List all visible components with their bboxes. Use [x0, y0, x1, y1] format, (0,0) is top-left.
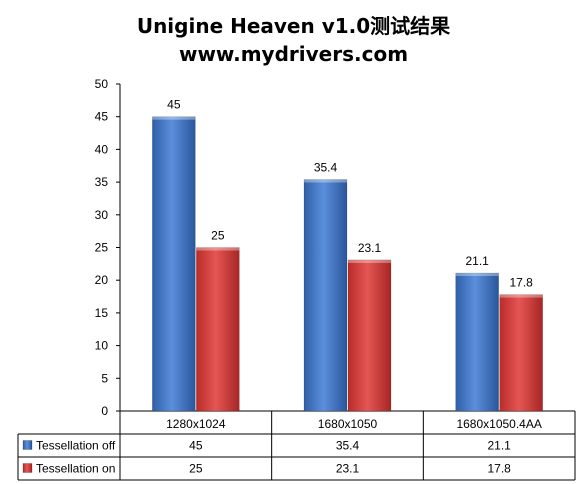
plot-area: 0 5 10 15 20 25 30 35 40 45 50 45 25 35.4 23.1 21.1 17.8: [95, 77, 575, 418]
y-tick-label: 25: [95, 241, 109, 255]
table-cell: 21.1: [487, 439, 511, 453]
legend-swatch: [22, 440, 33, 450]
bar-tessellation-on: [196, 247, 240, 412]
y-tick-label: 0: [101, 404, 108, 418]
legend-entry: Tessellation off: [36, 439, 116, 453]
category-label: 1680x1050.4AA: [456, 417, 541, 431]
chart-title: Unigine Heaven v1.0测试结果: [136, 14, 451, 38]
y-tick-label: 30: [95, 208, 109, 222]
data-table: 1280x1024 1680x1050 1680x1050.4AA Tessellat…: [17, 411, 576, 481]
bar-tessellation-on: [499, 294, 543, 412]
bar-highlight: [304, 179, 347, 183]
bar-highlight: [455, 273, 499, 277]
y-tick-label: 50: [95, 77, 109, 91]
table-cell: 35.4: [336, 439, 360, 453]
data-label: 35.4: [314, 160, 338, 174]
table-cell: 45: [189, 439, 203, 453]
table-cell: 17.8: [487, 462, 511, 476]
y-tick-label: 45: [95, 110, 109, 124]
bar-tessellation-off: [152, 116, 196, 412]
data-label: 23.1: [358, 241, 382, 255]
bar-highlight: [348, 259, 391, 263]
y-tick-label: 35: [95, 175, 109, 189]
legend-swatch: [22, 463, 33, 473]
chart-subtitle: www.mydrivers.com: [178, 42, 409, 66]
bar-tessellation-off: [303, 179, 348, 412]
bar-highlight: [499, 294, 543, 298]
bar-highlight: [152, 116, 196, 120]
y-tick-label: 15: [95, 306, 109, 320]
data-label: 25: [211, 229, 225, 243]
data-label: 21.1: [465, 254, 489, 268]
category-label: 1680x1050: [318, 417, 378, 431]
y-tick-label: 40: [95, 142, 109, 156]
bar-tessellation-on: [347, 259, 392, 412]
table-cell: 25: [189, 462, 203, 476]
data-label: 45: [167, 98, 181, 112]
y-tick-label: 5: [101, 371, 108, 385]
bar-tessellation-off: [455, 272, 499, 412]
bar-highlight: [196, 247, 240, 251]
data-label: 17.8: [509, 276, 533, 290]
y-tick-label: 10: [95, 339, 109, 353]
legend-entry: Tessellation on: [36, 462, 115, 476]
y-tick-label: 20: [95, 273, 109, 287]
category-label: 1280x1024: [166, 417, 226, 431]
table-cell: 23.1: [336, 462, 360, 476]
